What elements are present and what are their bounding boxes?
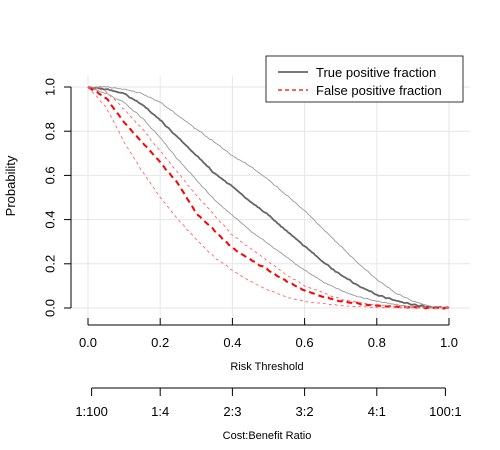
secondary-axis-tick-label: 1:4 <box>151 404 169 419</box>
x-tick-label: 0.4 <box>223 335 241 350</box>
secondary-axis-tick-label: 2:3 <box>223 404 241 419</box>
x-tick-label: 0.6 <box>296 335 314 350</box>
y-tick-label: 1.0 <box>43 78 58 96</box>
secondary-axis-tick-label: 4:1 <box>368 404 386 419</box>
y-axis-title: Probability <box>3 155 18 216</box>
false-positive-estimate-line <box>87 86 450 310</box>
false-positive-upper-line <box>87 86 450 310</box>
x-tick-label: 0.8 <box>368 335 386 350</box>
true-positive-lower-line <box>87 86 449 309</box>
legend: True positive fraction False positive fra… <box>265 55 464 103</box>
false-positive-lower-line <box>87 86 450 310</box>
true-positive-upper-line <box>87 85 450 309</box>
y-tick-label: 0.8 <box>43 122 58 140</box>
x-tick-label: 1.0 <box>440 335 458 350</box>
axes: 0.0 0.2 0.4 0.6 0.8 1.0 0.0 0.2 0.4 0.6 0.8 1.0 1:10… <box>43 78 462 419</box>
legend-label: True positive fraction <box>316 65 436 80</box>
x-tick-label: 0.2 <box>151 335 169 350</box>
y-tick-label: 0.4 <box>43 211 58 229</box>
x-axis-title: Risk Threshold <box>230 361 303 373</box>
y-tick-label: 0.6 <box>43 166 58 184</box>
y-tick-label: 0.0 <box>43 299 58 317</box>
true-positive-estimate-line <box>87 86 450 309</box>
secondary-axis-tick-label: 100:1 <box>429 404 462 419</box>
secondary-axis-tick-label: 1:100 <box>75 404 108 419</box>
secondary-axis-title: Cost:Benefit Ratio <box>223 430 312 442</box>
legend-label: False positive fraction <box>316 83 442 98</box>
secondary-axis-tick-label: 3:2 <box>296 404 314 419</box>
y-tick-label: 0.2 <box>43 255 58 273</box>
x-tick-label: 0.0 <box>79 335 97 350</box>
legend-box <box>265 55 464 103</box>
series-lines <box>87 85 450 310</box>
grid-lines <box>70 76 470 318</box>
